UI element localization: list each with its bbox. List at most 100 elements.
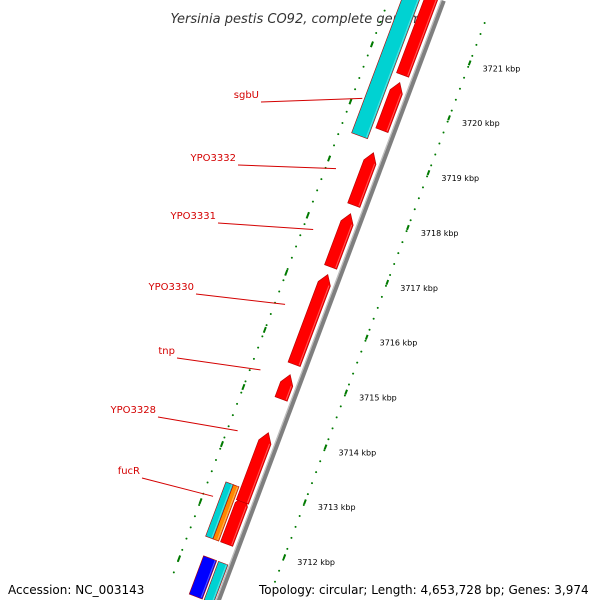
inner-track-dot — [210, 470, 213, 473]
inner-track-dash — [327, 155, 332, 162]
scale-label: 3714 kbp — [338, 448, 376, 457]
inner-track-dot — [341, 121, 344, 124]
scale-track-dot — [323, 449, 326, 452]
scale-track-dot — [384, 284, 387, 287]
feature-sgbU-rna-body — [351, 0, 420, 140]
scale-track-dot — [306, 493, 309, 496]
scale-tick — [426, 169, 431, 176]
scale-track-dot — [397, 252, 400, 255]
inner-track-dot — [261, 335, 264, 338]
gene-label-YPO3330: YPO3330 — [148, 282, 194, 293]
gene-sgbU-shine — [386, 93, 402, 132]
scale-track-dot — [426, 175, 429, 178]
leader-line-YPO3328 — [157, 416, 238, 432]
scale-track-dot — [372, 317, 375, 320]
gene-YPO3330-shine — [298, 285, 330, 366]
scale-track-dot — [458, 87, 461, 90]
scale-track-dot — [475, 43, 478, 46]
scale-tick — [323, 444, 328, 450]
inner-track-dot — [219, 447, 222, 450]
inner-track-dash — [198, 498, 203, 505]
scale-tick — [344, 389, 348, 395]
inner-track-dot — [316, 189, 319, 192]
gene-YPO3331 — [324, 213, 354, 270]
inner-track-dash — [219, 440, 224, 448]
feature-bottom-rna — [203, 561, 229, 600]
scale-track-dot — [364, 339, 367, 342]
leader-line-YPO3330 — [195, 293, 286, 305]
scale-track-dot — [405, 230, 408, 233]
inner-track-dot — [236, 402, 239, 405]
gene-top-cds — [396, 0, 438, 78]
scale-track-dot — [310, 482, 313, 485]
scale-track-dot — [352, 372, 355, 375]
gene-label-fucR: fucR — [118, 466, 140, 477]
scale-track-dot — [479, 32, 482, 35]
scale-track-dot — [273, 580, 276, 583]
scale-track-dot — [343, 394, 346, 397]
inner-track-dash — [369, 41, 374, 48]
inner-track-dash — [348, 98, 353, 105]
feature-bottom-rna-body — [203, 561, 229, 600]
scale-track-dot — [298, 514, 301, 517]
inner-track-dot — [223, 436, 226, 439]
leader-line-YPO3332 — [237, 164, 337, 170]
inner-track-dot — [333, 144, 336, 147]
inner-track-dot — [303, 223, 306, 226]
gene-top-cds-shine — [407, 0, 437, 77]
inner-track-dot — [240, 391, 243, 394]
feature-fucR-rna-body — [205, 481, 234, 540]
gene-label-tnp: tnp — [158, 346, 175, 357]
inner-track-dot — [185, 537, 188, 540]
scale-track-dot — [471, 54, 474, 57]
scale-track-dot — [409, 219, 412, 222]
inner-track-dot — [362, 65, 365, 68]
scale-track-dot — [450, 109, 453, 112]
scale-track-dot — [430, 164, 433, 167]
scale-track-dot — [368, 328, 371, 331]
scale-label: 3717 kbp — [400, 284, 438, 293]
gene-YPO3331-shine — [335, 224, 353, 268]
gene-top-cds-body — [396, 0, 438, 78]
scale-track-dot — [389, 273, 392, 276]
gene-YPO3332-body — [347, 152, 377, 208]
gene-tnp — [274, 374, 294, 402]
scale-track-dot — [421, 186, 424, 189]
leader-line-tnp — [176, 357, 261, 371]
scale-track-dot — [442, 131, 445, 134]
scale-track-dot — [278, 569, 281, 572]
inner-track-dot — [320, 178, 323, 181]
scale-label: 3712 kbp — [297, 558, 335, 567]
gene-YPO3328-shine — [246, 443, 271, 503]
gene-tnp-body — [274, 374, 294, 402]
inner-track-dot — [379, 20, 382, 23]
scale-tick — [447, 115, 451, 121]
scale-track-dot — [335, 416, 338, 419]
scale-track-dot — [315, 471, 318, 474]
feature-fucR-rna — [205, 481, 234, 540]
inner-track-dot — [282, 279, 285, 282]
scale-tick — [303, 499, 307, 505]
backbone-line — [216, 0, 446, 600]
gene-YPO3330 — [287, 273, 331, 367]
scale-track-dot — [302, 504, 305, 507]
scale-track-dot — [347, 383, 350, 386]
inner-track-dot — [383, 9, 386, 12]
gene-YPO3330-body — [287, 273, 331, 367]
inner-track-dot — [337, 133, 340, 136]
feature-bottom-blue-body — [188, 555, 218, 600]
inner-track-dash — [305, 212, 310, 219]
backbone-highlight — [215, 0, 442, 600]
gene-YPO3332 — [347, 152, 377, 208]
inner-track-dot — [252, 357, 255, 360]
gene-tnp-shine — [285, 385, 292, 400]
scale-track-dot — [454, 98, 457, 101]
scale-label: 3718 kbp — [421, 229, 459, 238]
scale-label: 3716 kbp — [380, 339, 418, 348]
feature-sgbU-rna-shine — [365, 0, 419, 138]
inner-track-dot — [206, 481, 209, 484]
inner-track-dash — [262, 326, 267, 334]
inner-track-dot — [227, 425, 230, 428]
scale-track-dot — [393, 263, 396, 266]
inner-track-dot — [181, 548, 184, 551]
